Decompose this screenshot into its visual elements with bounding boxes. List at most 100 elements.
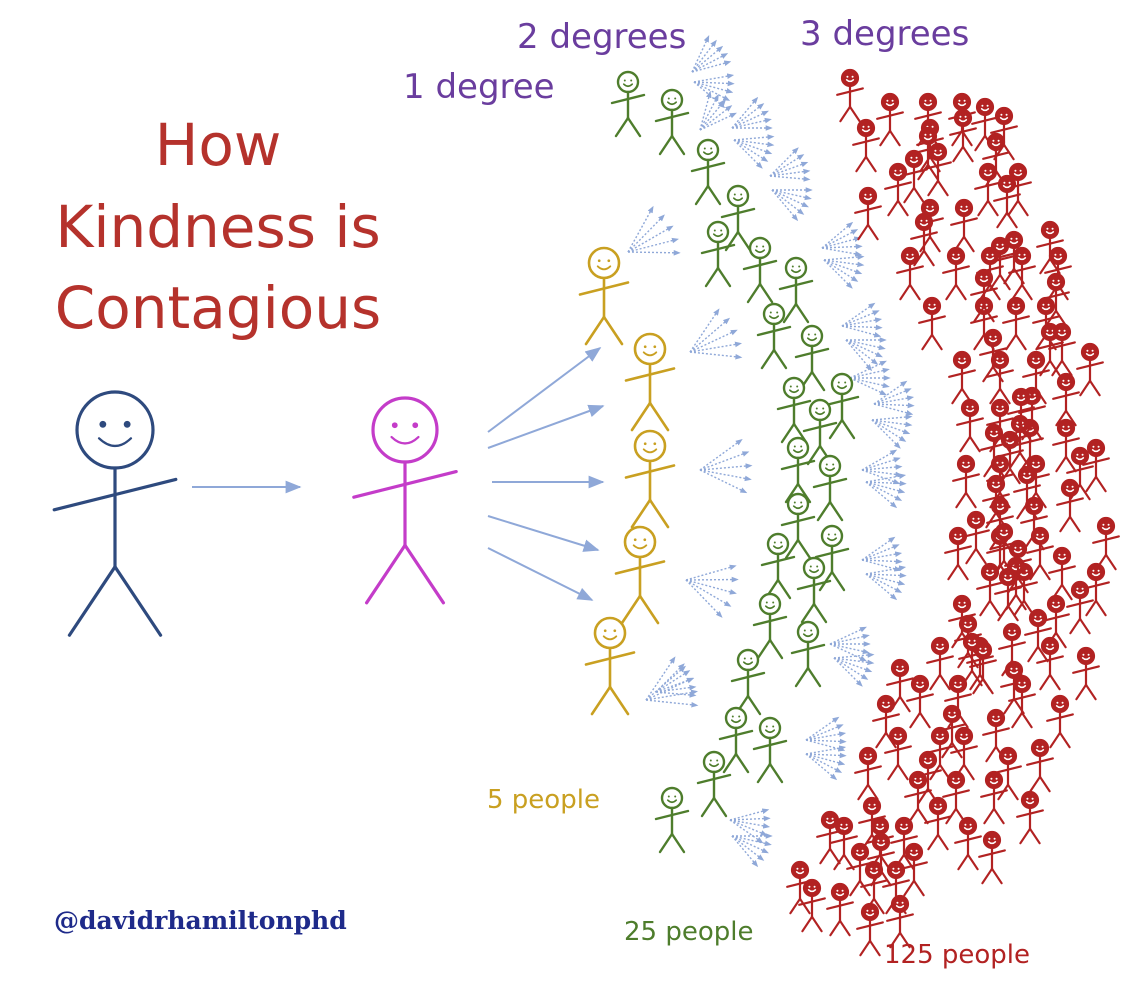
head [986, 474, 1006, 494]
head [724, 706, 748, 730]
head [871, 832, 891, 852]
person-degree1-4 [614, 525, 666, 625]
head [762, 302, 786, 326]
head [953, 108, 973, 128]
arrow-fan-d2-18 [833, 652, 875, 687]
person-degree3-66 [994, 746, 1022, 801]
head [371, 396, 439, 464]
person-degree3-44 [1026, 526, 1054, 581]
person-degree2-22 [718, 706, 754, 774]
head [1070, 446, 1090, 466]
head [1070, 580, 1090, 600]
head [946, 246, 966, 266]
person-degree3-46 [976, 562, 1004, 617]
person-degree3-33 [1052, 418, 1080, 473]
person-degree3-117 [867, 832, 895, 887]
arrow-fan-d2-1 [691, 35, 732, 73]
head [1006, 296, 1026, 316]
person-degree3-77 [900, 842, 928, 897]
head [808, 398, 832, 422]
person-degree3-124 [979, 328, 1007, 383]
head [616, 70, 640, 94]
person-degree2-15 [780, 492, 816, 560]
head [726, 184, 750, 208]
head [904, 149, 924, 169]
arrow-fan-d2-2 [693, 73, 735, 109]
head [1048, 246, 1068, 266]
person-degree3-25 [1048, 322, 1076, 377]
head [856, 118, 876, 138]
person-degree3-71 [924, 796, 952, 851]
count-label-125: 125 people [884, 940, 1030, 970]
person-degree3-2 [876, 92, 904, 147]
head [998, 746, 1018, 766]
arrow-fan-d2-22 [731, 833, 773, 868]
head [1076, 646, 1096, 666]
head [766, 532, 790, 556]
head [960, 398, 980, 418]
head [860, 902, 880, 922]
person-degree3-26 [948, 350, 976, 405]
person-degree2-8 [756, 302, 792, 370]
title-line-2: Kindness is [55, 193, 380, 261]
person-degree3-95 [978, 830, 1006, 885]
head [1040, 636, 1060, 656]
arrow-fan-d2-14 [865, 473, 907, 509]
person-degree2-7 [778, 256, 814, 324]
head [997, 174, 1017, 194]
head [1004, 230, 1024, 250]
head [1086, 562, 1106, 582]
title-line-1: How [155, 111, 282, 179]
person-degree3-88 [914, 750, 942, 805]
person-degree1-3 [624, 429, 676, 529]
head [830, 882, 850, 902]
head [782, 376, 806, 400]
arrow-first-to-5 [487, 547, 594, 601]
person-degree3-20 [918, 296, 946, 351]
person-degree3-106 [1013, 465, 1041, 520]
person-degree3-58 [1008, 674, 1036, 729]
head [890, 894, 910, 914]
arrow-fan-d2-23 [655, 663, 697, 698]
head [910, 674, 930, 694]
person-degree3-67 [904, 770, 932, 825]
head [818, 454, 842, 478]
head [802, 556, 826, 580]
arrow-fan-d1-5 [645, 656, 699, 708]
person-degree3-103 [1026, 738, 1054, 793]
person-degree2-20 [790, 620, 826, 688]
person-degree3-92 [1024, 608, 1052, 663]
person-degree2-16 [760, 532, 796, 600]
head [802, 878, 822, 898]
head [830, 372, 854, 396]
head [820, 810, 840, 830]
person-degree1-2 [624, 332, 676, 432]
person-degree3-104 [816, 810, 844, 865]
head [1012, 674, 1032, 694]
head [990, 350, 1010, 370]
person-degree3-125 [993, 174, 1021, 229]
arrow-fan-d2-12 [871, 414, 913, 449]
person-degree2-1 [610, 70, 646, 138]
arrow-first-to-1 [487, 347, 602, 433]
person-degree3-107 [900, 149, 928, 204]
head [946, 770, 966, 790]
person-degree3-69 [980, 770, 1008, 825]
head [840, 68, 860, 88]
person-degree3-98 [970, 268, 998, 323]
person-degree3-93 [938, 704, 966, 759]
person-degree3-23 [1032, 296, 1060, 351]
head [1028, 608, 1048, 628]
head [784, 256, 808, 280]
person-degree2-25 [654, 786, 690, 854]
person-degree3-45 [1048, 546, 1076, 601]
arrow-fan-d2-21 [729, 808, 771, 844]
head [800, 324, 824, 348]
head [1030, 738, 1050, 758]
head [986, 708, 1006, 728]
person-degree2-12 [802, 398, 838, 466]
person-degree3-12 [950, 198, 978, 253]
arrow-fan-d1-3 [699, 438, 753, 494]
person-degree3-74 [890, 816, 918, 871]
